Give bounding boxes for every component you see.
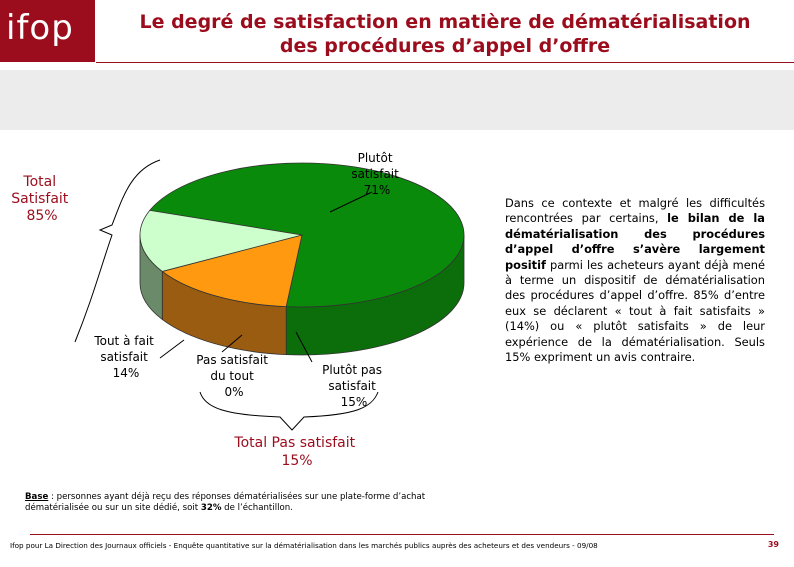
commentary-paragraph: Dans ce contexte et malgré les difficult… (505, 196, 765, 365)
leader-tout-a-fait (159, 339, 185, 359)
pie-side-group (139, 234, 465, 356)
footer-text: Ifop pour La Direction des Journaux offi… (10, 541, 598, 550)
base-percent: 32% (200, 503, 222, 513)
base-label: Base (25, 492, 49, 502)
label-plutot-satisfait: Plutôt satisfait 71% (351, 151, 402, 197)
satisfaction-pie-chart: Plutôt satisfait 71% Tout à fait satisfa… (11, 151, 465, 469)
title-divider (96, 62, 794, 63)
brace-total-satisfait (74, 159, 161, 343)
pie-top-group (139, 162, 465, 308)
title-line-2: des procédures d’appel d’offre (279, 35, 611, 57)
pie-slice-tout-fait-satisfait (139, 209, 303, 272)
logo-text: ifop (6, 8, 74, 48)
footer-divider (30, 534, 774, 535)
commentary-part-1: Dans ce contexte et malgré les difficult… (505, 196, 765, 226)
pie-slice-plut-t-satisfait (149, 162, 465, 308)
label-pas-satisfait-du-tout: Pas satisfait du tout 0% (196, 353, 271, 399)
title-line-1: Le degré de satisfaction en matière de d… (139, 11, 751, 33)
gray-band (0, 70, 794, 130)
base-note: Base : personnes ayant déjà reçu des rép… (25, 492, 485, 514)
page-title: Le degré de satisfaction en matière de d… (96, 10, 794, 58)
pie-slice-plut-t-pas-satisfait (161, 234, 303, 308)
base-text: : personnes ayant déjà reçu des réponses… (25, 492, 426, 513)
label-total-pas-satisfait: Total Pas satisfait 15% (233, 435, 359, 469)
base-text-2: de l’échantillon. (221, 503, 293, 513)
label-tout-a-fait-satisfait: Tout à fait satisfait 14% (93, 334, 157, 380)
label-total-satisfait: Total Satisfait 85% (11, 174, 72, 224)
brace-total-pas-satisfait (199, 391, 379, 431)
label-plutot-pas-satisfait: Plutôt pas satisfait 15% (322, 363, 386, 409)
leader-plutot-pas (295, 331, 313, 363)
commentary-bold: le bilan de la dématérialisation des pro… (505, 211, 765, 272)
page-number: 39 (767, 540, 779, 549)
leader-plutot-satisfait (329, 191, 373, 213)
ifop-logo: ifop (0, 0, 95, 62)
commentary-part-2: parmi les acheteurs ayant déjà mené à te… (505, 257, 765, 365)
leader-pas-satisfait (221, 334, 243, 353)
